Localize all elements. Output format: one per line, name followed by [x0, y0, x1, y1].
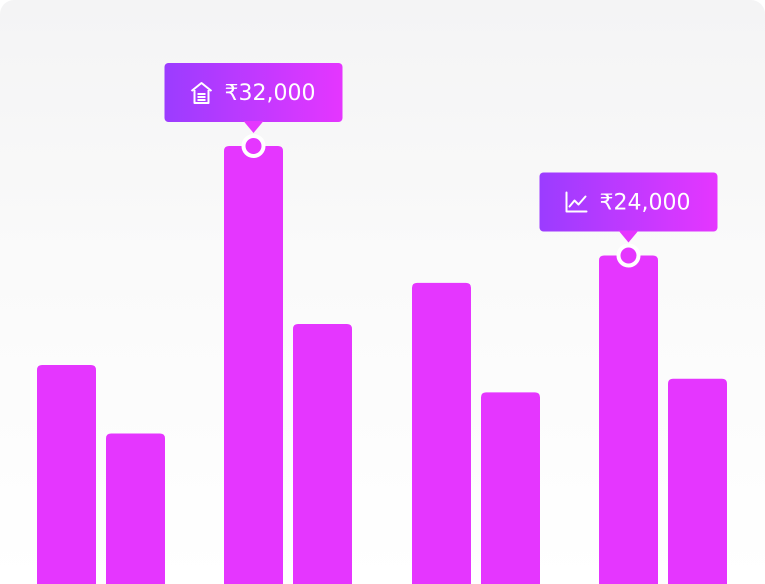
tooltip-1: ₹32,000: [164, 63, 343, 133]
bars-group: [37, 146, 727, 584]
bar-8[interactable]: [668, 378, 727, 584]
tooltip-value: ₹32,000: [225, 81, 316, 106]
bar-7[interactable]: [599, 255, 658, 584]
bar-4[interactable]: [293, 323, 352, 584]
tooltip-2: ₹24,000: [539, 172, 718, 243]
bar-6[interactable]: [481, 392, 540, 584]
tooltip-box: [164, 63, 343, 122]
tooltip-pointer: [618, 230, 639, 243]
bar-2[interactable]: [106, 433, 165, 584]
highlight-marker-2: [616, 243, 641, 268]
tooltips-group: ₹32,000 ₹24,000: [164, 63, 718, 268]
highlight-marker-1: [241, 134, 266, 158]
home-icon: [190, 82, 213, 104]
tooltip-value: ₹24,000: [600, 191, 691, 216]
tooltip-pointer: [243, 121, 264, 133]
bar-5[interactable]: [412, 282, 471, 584]
trend-chart-icon: [565, 191, 588, 213]
tooltip-box: [539, 172, 718, 232]
bar-3[interactable]: [224, 146, 283, 584]
bar-1[interactable]: [37, 365, 96, 584]
